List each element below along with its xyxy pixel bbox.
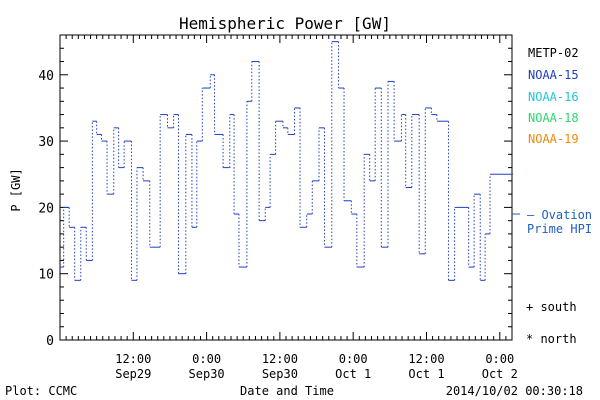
series-lines <box>60 41 513 281</box>
y-tick-label: 10 <box>38 268 54 283</box>
x-tick-label-date: Oct 1 <box>335 367 371 381</box>
legend-entry: NOAA-16 <box>528 90 579 104</box>
legend: METP-02 NOAA-15 NOAA-16 NOAA-18 NOAA-19 <box>528 46 579 146</box>
y-axis-tick-labels: 0 10 20 30 40 <box>38 69 54 349</box>
x-tick-label-time: 12:00 <box>408 352 444 366</box>
x-tick-label-date: Sep30 <box>189 367 225 381</box>
x-tick-label-date: Oct 2 <box>482 367 518 381</box>
y-tick-label: 0 <box>46 334 54 349</box>
axis-ticks <box>59 34 513 341</box>
ovation-label: — Ovation <box>527 208 592 222</box>
x-tick-label-time: 0:00 <box>192 352 221 366</box>
x-tick-label-time: 12:00 <box>262 352 298 366</box>
x-tick-label-time: 0:00 <box>485 352 514 366</box>
footer-timestamp: 2014/10/02 00:30:18 <box>446 384 583 398</box>
y-tick-label: 20 <box>38 201 54 216</box>
legend-entry: NOAA-15 <box>528 68 579 82</box>
legend-entry: NOAA-19 <box>528 132 579 146</box>
y-tick-label: 30 <box>38 135 54 150</box>
legend-entry: METP-02 <box>528 46 579 60</box>
x-tick-label-date: Sep30 <box>262 367 298 381</box>
x-tick-label-date: Oct 1 <box>408 367 444 381</box>
x-axis-label: Date and Time <box>240 384 334 398</box>
legend-entry: NOAA-18 <box>528 111 579 125</box>
y-tick-label: 40 <box>38 69 54 84</box>
footer-plot-credit: Plot: CCMC <box>5 384 77 398</box>
x-tick-label-time: 0:00 <box>339 352 368 366</box>
x-tick-label-time: 12:00 <box>115 352 151 366</box>
y-axis-label: P [GW] <box>9 168 23 211</box>
marker-note-south: + south <box>526 300 577 314</box>
chart-title: Hemispheric Power [GW] <box>179 14 391 33</box>
ovation-label-line2: Prime HPI <box>527 222 592 236</box>
plot-frame <box>59 34 513 341</box>
x-tick-label-date: Sep29 <box>115 367 151 381</box>
marker-note-north: * north <box>526 332 577 346</box>
